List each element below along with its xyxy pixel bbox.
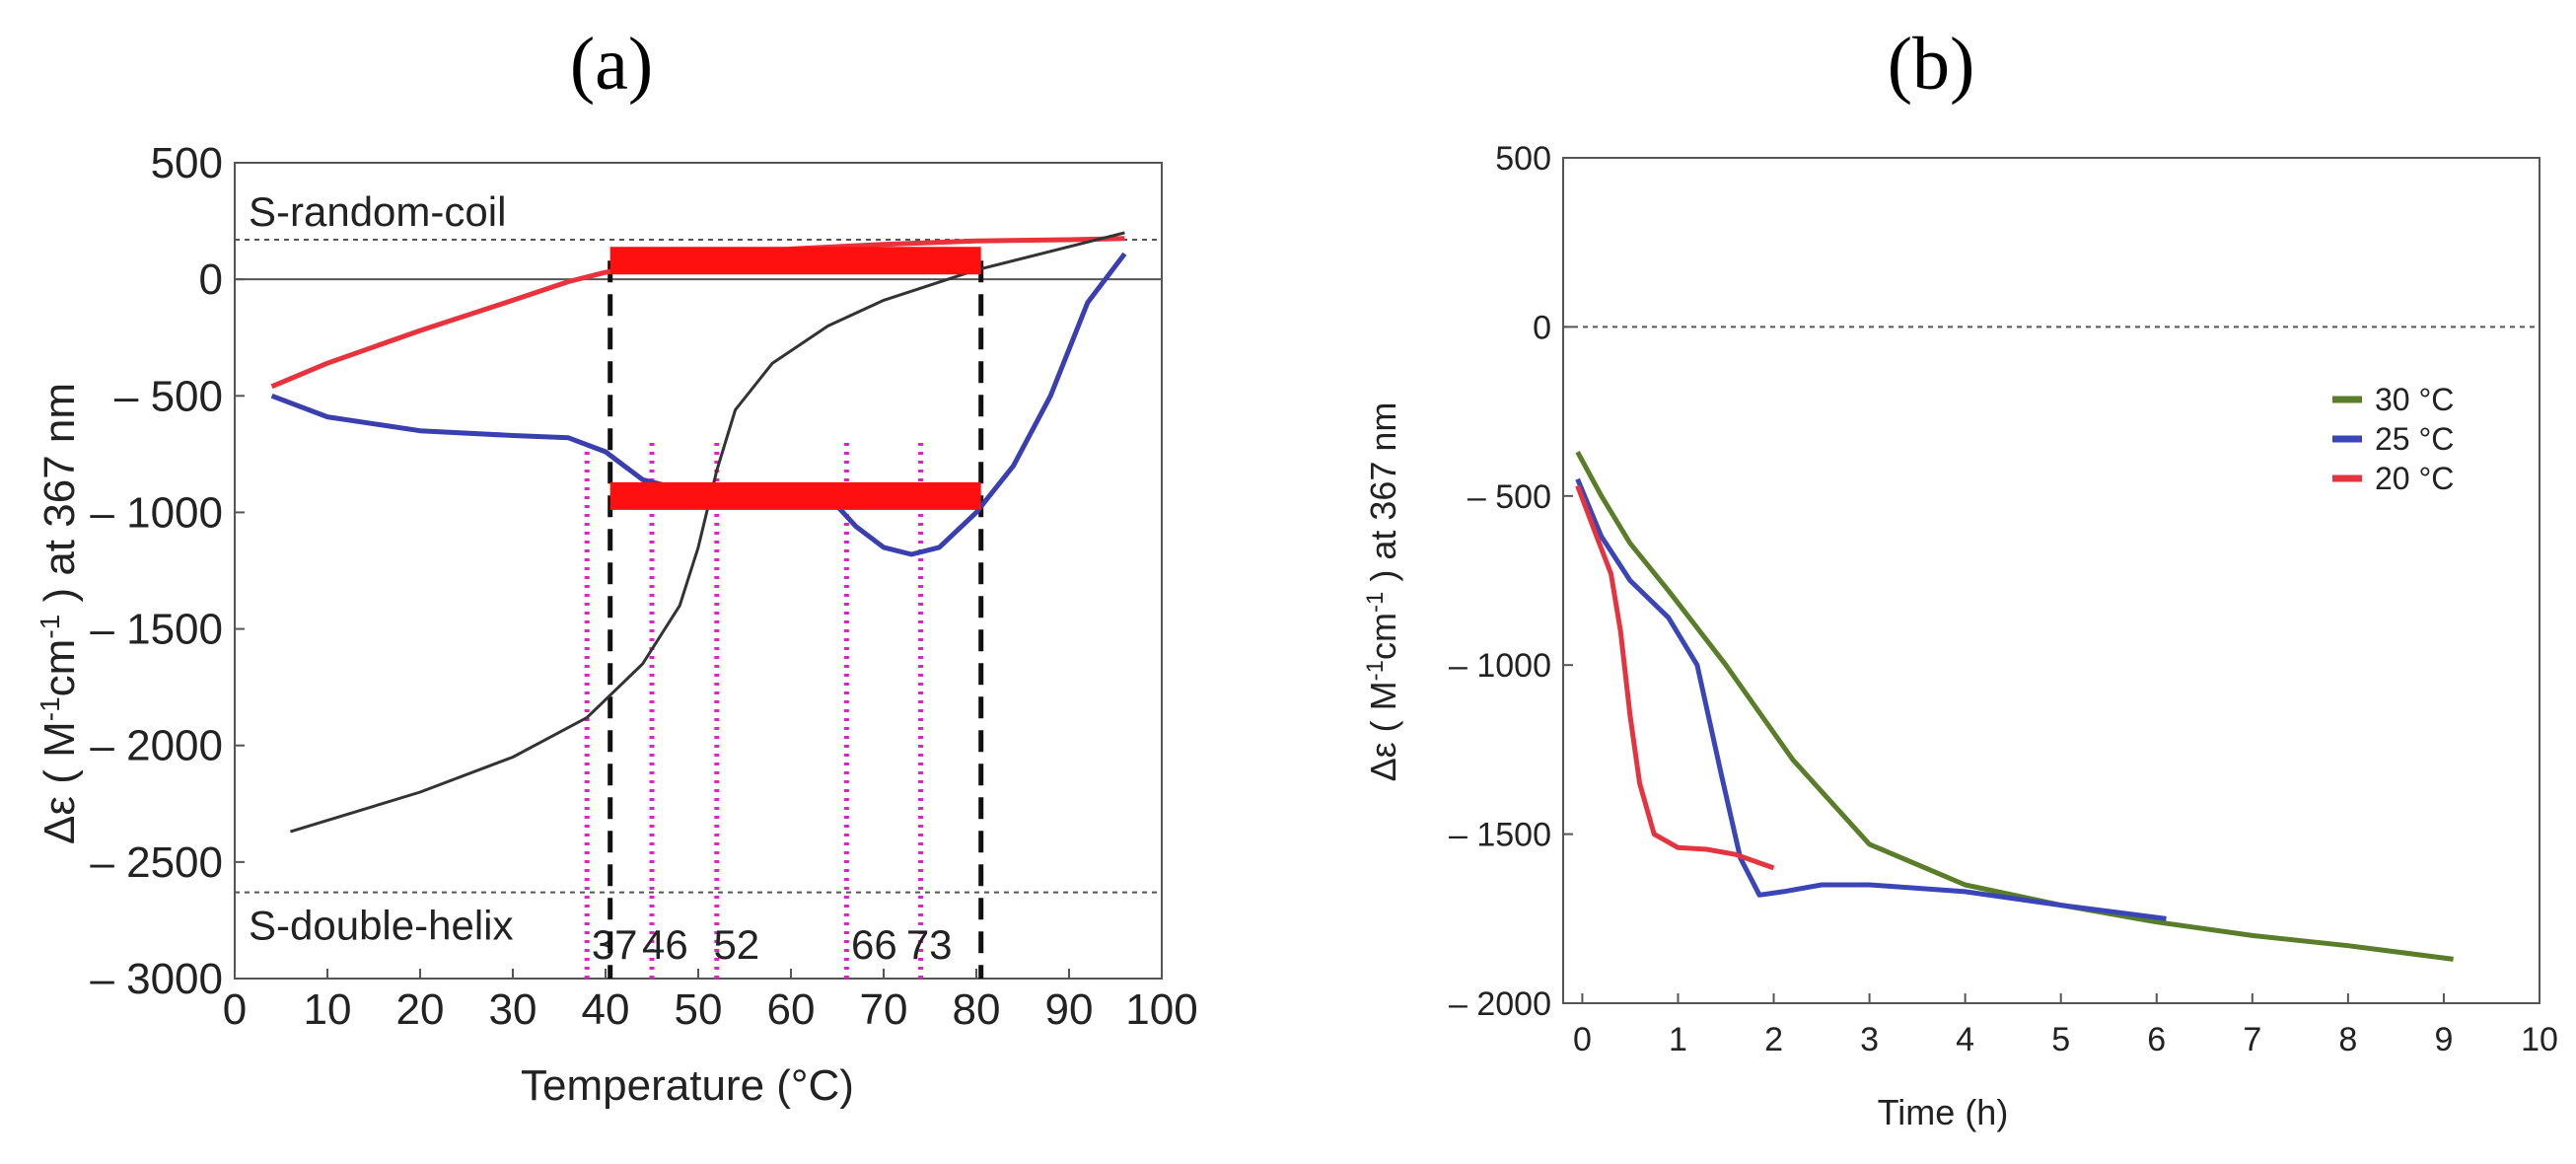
panel-b-ylabel-suffix: ) at 367 nm [1363, 402, 1403, 592]
panel-b-y-axis-title: Δε ( M-1cm-1 ) at 367 nm [1362, 402, 1404, 782]
panel-a-marker-label: 37 [592, 921, 638, 968]
panel-b-x-tick-label: 4 [1956, 1021, 1974, 1058]
panel-b-plot-frame [1562, 157, 2540, 1004]
panel-a-ylabel-suffix: ) at 367 nm [36, 383, 84, 615]
panel-b-legend-label: 20 °C [2375, 461, 2454, 496]
panel-a-x-tick-label: 100 [1125, 985, 1197, 1034]
panel-a-marker-label: 66 [851, 921, 897, 968]
panel-a-marker-label: 52 [713, 921, 759, 968]
panel-a-y-tick-label: 0 [199, 255, 223, 304]
panel-a-y-tick-label: – 2500 [90, 838, 223, 887]
panel-a-ylabel-sup1: -1 [35, 696, 65, 721]
panel-a-ylabel-prefix: Δε ( M [36, 721, 84, 844]
panel-a-y-tick-label: – 500 [114, 372, 223, 420]
panel-a-x-tick-label: 80 [953, 985, 1001, 1034]
panel-b-y-tick-label: – 500 [1467, 478, 1551, 516]
panel-b-series-line [1575, 451, 2454, 962]
panel-b-y-tick-label: – 1500 [1449, 817, 1551, 854]
panel-b-y-tick-label: – 1000 [1449, 647, 1551, 685]
panel-a-y-tick-label: 500 [151, 139, 223, 187]
panel-a-x-tick-label: 50 [675, 985, 723, 1034]
panel-b-x-tick-label: 5 [2051, 1021, 2070, 1058]
panel-a-x-tick-label: 60 [767, 985, 816, 1034]
panel-b-legend-label: 30 °C [2375, 382, 2454, 417]
panel-b-ylabel-sup2: -1 [1362, 592, 1389, 613]
panel-a-y-tick-label: – 1000 [90, 488, 223, 537]
panel-b-y-tick-label: – 2000 [1449, 985, 1551, 1023]
panel-b-legend: 30 °C 25 °C 20 °C [2332, 382, 2454, 496]
panel-b-x-tick-label: 2 [1764, 1021, 1783, 1058]
panel-a-y-tick-label: – 1500 [90, 606, 223, 654]
panel-b-ylabel-sup1: -1 [1362, 660, 1389, 681]
panel-b-series-line [1575, 477, 2167, 921]
panel-b-x-tick-label: 0 [1573, 1021, 1592, 1058]
panel-b-x-tick-label: 10 [2521, 1021, 2558, 1058]
panel-b-x-tick-label: 9 [2434, 1021, 2453, 1058]
panel-b-x-axis-title: Time (h) [1878, 1092, 2009, 1132]
panel-a-plot-frame [234, 162, 1163, 980]
panel-a-x-tick-label: 70 [860, 985, 908, 1034]
panel-b-ylabel-prefix: Δε ( M [1363, 681, 1403, 781]
panel-a-reference-label: S-random-coil [249, 188, 506, 235]
panel-b-x-tick-label: 1 [1669, 1021, 1687, 1058]
panel-b-ylabel-mid: cm [1363, 613, 1403, 660]
panel-a-range-bar [609, 247, 981, 275]
panel-a-marker-label: 73 [906, 921, 953, 968]
panel-a-x-tick-label: 10 [304, 985, 352, 1034]
panel-a-range-bar [609, 481, 981, 510]
panel-a-x-tick-label: 0 [223, 985, 247, 1034]
panel-a-x-tick-label: 90 [1045, 985, 1094, 1034]
panel-a-ylabel-sup2: -1 [35, 615, 65, 639]
panel-a-x-axis-title: Temperature (°C) [521, 1061, 854, 1110]
panel-b-y-tick-label: 0 [1533, 309, 1551, 346]
panel-a-y-tick-label: – 2000 [90, 722, 223, 770]
panel-b-x-tick-label: 6 [2147, 1021, 2166, 1058]
panel-a-x-tick-label: 20 [396, 985, 445, 1034]
panel-a-series-line [289, 231, 1125, 834]
panel-b-y-tick-label: 500 [1495, 140, 1551, 178]
panel-b: (b) 0 1 2 3 4 5 6 7 8 9 10 500 0 – 500 – 1000 – 1500 – 2… [1362, 23, 2558, 1132]
panel-b-x-tick-label: 7 [2243, 1021, 2261, 1058]
panel-b-x-tick-label: 8 [2338, 1021, 2357, 1058]
panel-a-y-tick-label: – 3000 [90, 955, 223, 1003]
panel-a-marker-label: 46 [642, 921, 688, 968]
panel-b-legend-label: 25 °C [2375, 421, 2454, 457]
panel-b-x-tick-label: 3 [1860, 1021, 1879, 1058]
panel-a-ylabel-mid: cm [36, 639, 84, 697]
panel-a-x-tick-label: 30 [489, 985, 537, 1034]
panel-a-x-tick-label: 40 [582, 985, 630, 1034]
panel-a-y-axis-title: Δε ( M-1cm-1 ) at 367 nm [35, 383, 85, 844]
panel-a-reference-label: S-double-helix [249, 903, 514, 949]
panel-b-label: (b) [1888, 23, 1975, 106]
panel-b-series-line [1575, 484, 1775, 871]
panel-a-label: (a) [570, 23, 653, 106]
